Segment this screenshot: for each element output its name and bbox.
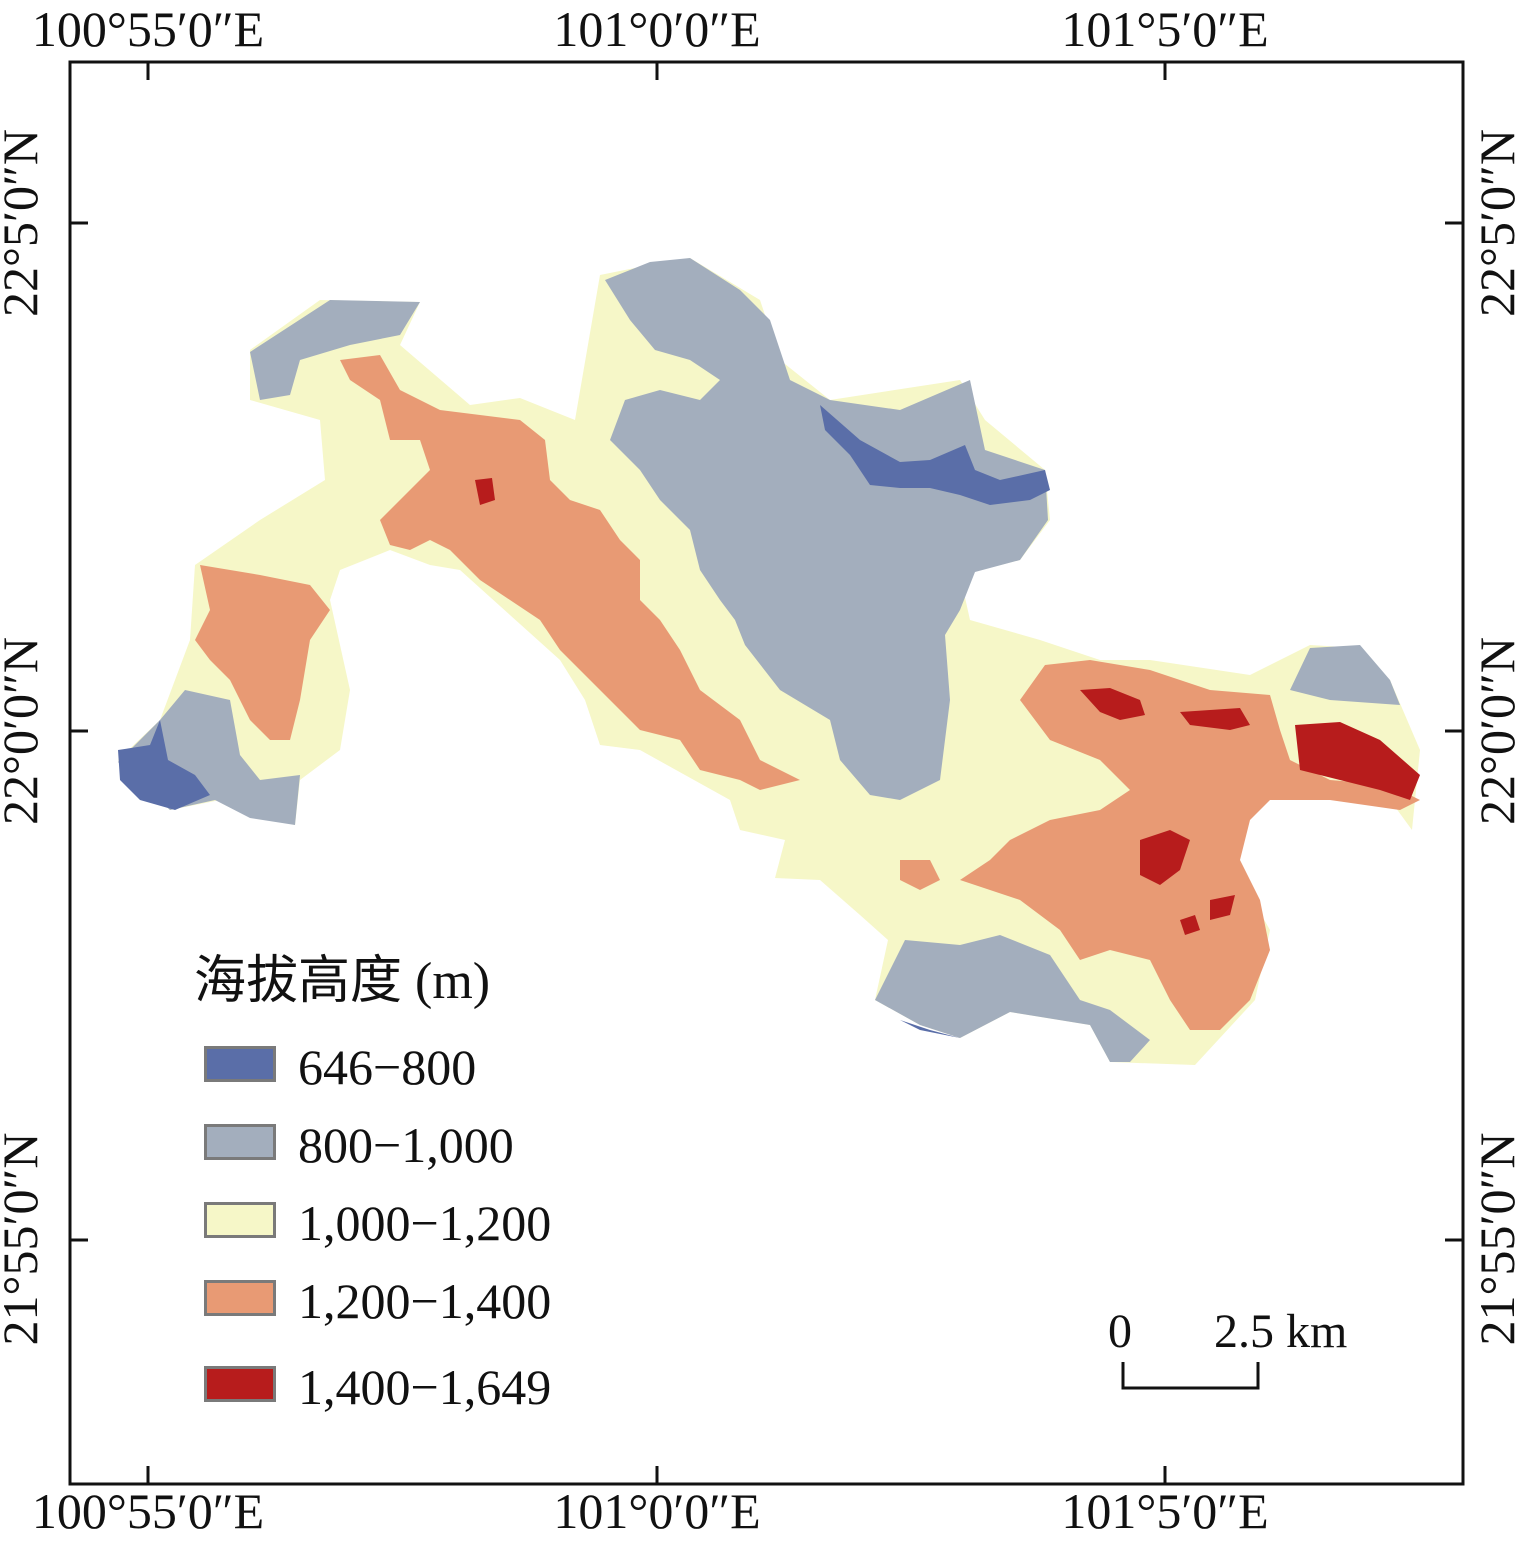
- left-latitude-label-1: 22°5′0″N: [0, 129, 48, 317]
- legend-label: 800−1,000: [298, 1117, 514, 1173]
- elevation-zone-1200-1400: [195, 355, 1420, 1030]
- legend-label: 1,400−1,649: [298, 1359, 552, 1415]
- scale-bar: [1121, 1362, 1260, 1390]
- legend-swatch: [204, 1124, 276, 1160]
- left-latitude-label-3: 21°55′0″N: [0, 1132, 48, 1346]
- axis-ticks: [70, 62, 1463, 1484]
- bottom-longitude-label-3: 101°5′0″E: [1061, 1483, 1269, 1539]
- legend-title: 海拔高度 (m): [194, 953, 491, 1010]
- bottom-longitude-label-2: 101°0′0″E: [553, 1483, 761, 1539]
- elevation-zone-800-1000: [118, 258, 1400, 1062]
- left-latitude-label-2: 22°0′0″N: [0, 637, 48, 825]
- map-frame: [68, 60, 1465, 1486]
- scale-bar-end-label: 2.5 km: [1214, 1305, 1348, 1358]
- top-longitude-label-3: 101°5′0″E: [1061, 1, 1269, 57]
- bottom-longitude-label-1: 100°55′0″E: [31, 1483, 265, 1539]
- right-latitude-label-1: 22°5′0″N: [1469, 129, 1520, 317]
- legend-label: 1,000−1,200: [298, 1195, 552, 1251]
- right-latitude-label-2: 22°0′0″N: [1469, 637, 1520, 825]
- legend-swatch: [204, 1046, 276, 1082]
- right-latitude-label-3: 21°55′0″N: [1469, 1132, 1520, 1346]
- legend-swatch: [204, 1280, 276, 1316]
- legend-swatch: [204, 1366, 276, 1402]
- scale-bar-start-label: 0: [1108, 1305, 1132, 1358]
- legend-label: 1,200−1,400: [298, 1273, 552, 1329]
- top-longitude-label-2: 101°0′0″E: [553, 1, 761, 57]
- elevation-zone-646-800: [118, 405, 1050, 1038]
- top-longitude-label-1: 100°55′0″E: [31, 1, 265, 57]
- legend-swatch: [204, 1202, 276, 1238]
- legend-label: 646−800: [298, 1039, 477, 1095]
